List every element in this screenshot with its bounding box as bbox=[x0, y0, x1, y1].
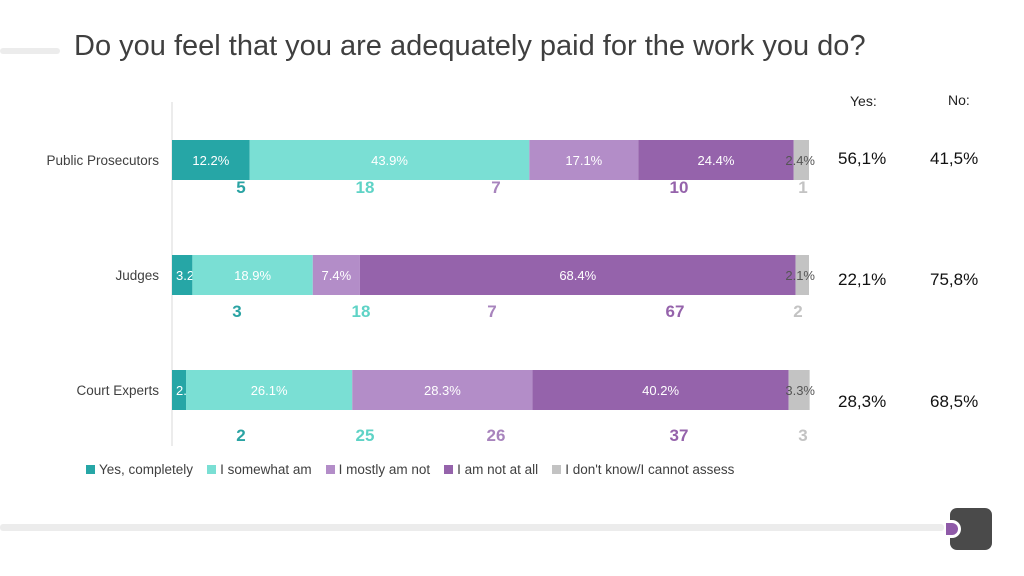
bar-segment bbox=[532, 370, 789, 410]
bar-segment bbox=[186, 370, 353, 410]
data-label: 68.4% bbox=[559, 268, 596, 283]
header-accent-line bbox=[0, 48, 60, 54]
bar-segment bbox=[359, 255, 796, 295]
legend-swatch bbox=[207, 465, 217, 474]
data-label: 40.2% bbox=[642, 383, 679, 398]
legend-swatch bbox=[552, 465, 562, 474]
legend-label: I don't know/I cannot assess bbox=[565, 462, 735, 477]
legend-swatch bbox=[86, 465, 95, 474]
chart-legend: Yes, completely I somewhat am I mostly a… bbox=[86, 462, 734, 477]
response-count: 3 bbox=[232, 302, 241, 321]
yes-total-judges: 22,1% bbox=[838, 270, 887, 289]
bar-segment bbox=[192, 255, 313, 295]
data-label: 24.4% bbox=[698, 153, 735, 168]
bar-segment bbox=[312, 255, 360, 295]
category-label: Court Experts bbox=[76, 383, 159, 398]
no-column-header: No: bbox=[948, 92, 970, 108]
legend-item: Yes, completely bbox=[86, 462, 193, 477]
legend-item: I somewhat am bbox=[207, 462, 312, 477]
data-label: 26.1% bbox=[251, 383, 288, 398]
legend-item: I am not at all bbox=[444, 462, 538, 477]
data-label: 2.4% bbox=[785, 153, 815, 168]
data-label: 3.3% bbox=[785, 383, 815, 398]
response-count: 18 bbox=[356, 178, 375, 197]
legend-label: I am not at all bbox=[457, 462, 539, 477]
category-label: Public Prosecutors bbox=[46, 153, 159, 168]
bar-segment bbox=[638, 140, 794, 180]
legend-item: I don't know/I cannot assess bbox=[552, 462, 734, 477]
bar-segment bbox=[352, 370, 533, 410]
data-label: 43.9% bbox=[371, 153, 408, 168]
bar-segment bbox=[795, 255, 809, 295]
bar-segment bbox=[172, 255, 193, 295]
legend-label: Yes, completely bbox=[99, 462, 194, 477]
data-label: 7.4% bbox=[322, 268, 352, 283]
bar-segment bbox=[249, 140, 530, 180]
yes-column-header: Yes: bbox=[850, 93, 877, 109]
response-count: 2 bbox=[236, 426, 245, 445]
brand-logo bbox=[944, 508, 992, 550]
bar-segment bbox=[793, 140, 809, 180]
response-count: 3 bbox=[798, 426, 807, 445]
response-count: 7 bbox=[487, 302, 496, 321]
no-total-court-experts: 68,5% bbox=[930, 392, 979, 411]
legend-swatch bbox=[325, 465, 335, 474]
page-title: Do you feel that you are adequately paid… bbox=[74, 30, 866, 62]
data-label: 2.1% bbox=[785, 268, 815, 283]
legend-label: I mostly am not bbox=[338, 462, 431, 477]
data-label: 12.2% bbox=[192, 153, 229, 168]
bar-segment bbox=[788, 370, 810, 410]
response-count: 1 bbox=[798, 178, 807, 197]
data-label: 17.1% bbox=[565, 153, 602, 168]
bar-segment bbox=[172, 370, 187, 410]
response-count: 7 bbox=[491, 178, 500, 197]
legend-item: I mostly am not bbox=[325, 462, 431, 477]
response-count: 67 bbox=[666, 302, 685, 321]
category-label: Judges bbox=[115, 268, 159, 283]
legend-label: I somewhat am bbox=[220, 462, 312, 477]
response-count: 37 bbox=[670, 426, 689, 445]
response-count: 26 bbox=[487, 426, 506, 445]
response-count: 18 bbox=[352, 302, 371, 321]
bar-segment bbox=[172, 140, 250, 180]
yes-total-public-prosecutors: 56,1% bbox=[838, 149, 887, 168]
data-label: 18.9% bbox=[234, 268, 271, 283]
response-count: 25 bbox=[356, 426, 375, 445]
bar-segment bbox=[529, 140, 639, 180]
response-count: 5 bbox=[236, 178, 245, 197]
data-label: 28.3% bbox=[424, 383, 461, 398]
footer-accent-line bbox=[0, 524, 944, 531]
legend-swatch bbox=[444, 465, 454, 474]
yes-total-court-experts: 28,3% bbox=[838, 392, 887, 411]
no-total-judges: 75,8% bbox=[930, 270, 979, 289]
response-count: 10 bbox=[670, 178, 689, 197]
no-total-public-prosecutors: 41,5% bbox=[930, 149, 979, 168]
response-count: 2 bbox=[793, 302, 802, 321]
